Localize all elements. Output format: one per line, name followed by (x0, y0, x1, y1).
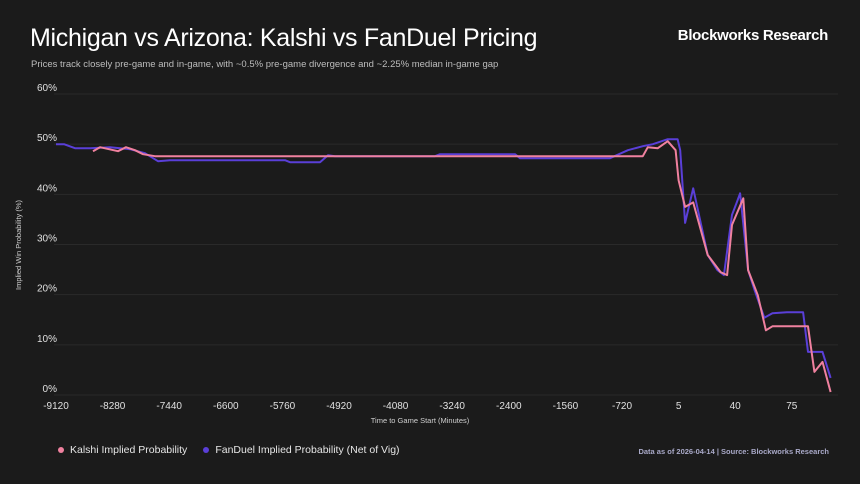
x-tick-label: -720 (612, 401, 632, 412)
y-tick-label: 10% (37, 334, 57, 345)
kalshi-line (92, 140, 832, 393)
x-tick-label: -9120 (43, 401, 69, 412)
x-axis-label: Time to Game Start (Minutes) (371, 416, 470, 425)
line-chart: 0% 10% 20% 30% 40% 50% 60% -9120 -8280 -7440 -660… (14, 83, 838, 425)
kalshi-legend-dot (58, 447, 64, 453)
x-tick-label: -4080 (383, 401, 409, 412)
x-tick-label: -1560 (553, 401, 579, 412)
series-lines (56, 138, 832, 393)
fanduel-legend-dot (203, 447, 210, 453)
x-tick-label: 40 (730, 401, 742, 412)
y-axis-label: Implied Win Probability (%) (14, 199, 23, 290)
y-axis-ticks: 0% 10% 20% 30% 40% 50% 60% (37, 83, 57, 395)
x-tick-label: -2400 (496, 401, 522, 412)
y-tick-label: 0% (43, 384, 58, 395)
x-tick-label: -8280 (100, 401, 126, 412)
x-axis-ticks: -9120 -8280 -7440 -6600 -5760 -4920 -4080 -3240… (43, 401, 798, 412)
source-note: Data as of 2026-04-14 | Source: Blockwor… (638, 447, 829, 456)
x-tick-label: -7440 (156, 401, 182, 412)
legend-kalshi: Kalshi Implied Probability (70, 444, 188, 456)
fanduel-line (56, 138, 832, 379)
y-tick-label: 50% (37, 133, 57, 144)
y-tick-label: 40% (37, 183, 57, 194)
x-tick-label: 5 (676, 401, 682, 412)
x-tick-label: -5760 (270, 401, 296, 412)
y-tick-label: 20% (37, 284, 57, 295)
y-tick-label: 30% (37, 234, 57, 245)
x-tick-label: 75 (786, 401, 798, 412)
x-tick-label: -4920 (326, 401, 352, 412)
chart-title: Michigan vs Arizona: Kalshi vs FanDuel P… (30, 24, 538, 52)
y-tick-label: 60% (37, 83, 57, 94)
chart-subtitle: Prices track closely pre-game and in-gam… (31, 59, 499, 70)
x-tick-label: -3240 (439, 401, 465, 412)
x-tick-label: -6600 (213, 401, 239, 412)
legend-fanduel: FanDuel Implied Probability (Net of Vig) (215, 444, 400, 456)
legend: Kalshi Implied Probability FanDuel Impli… (58, 444, 400, 456)
grid (54, 93, 838, 396)
brand-logo: Blockworks Research (677, 27, 829, 44)
